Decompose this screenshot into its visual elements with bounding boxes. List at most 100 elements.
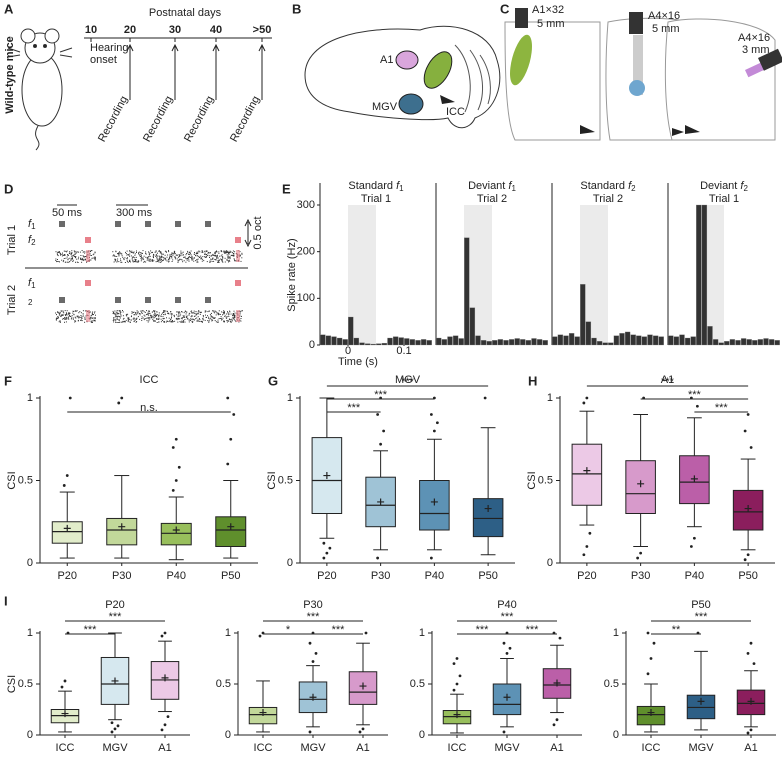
raster-dot: [234, 251, 236, 253]
raster-dot: [132, 318, 134, 320]
raster-dot: [65, 321, 67, 323]
raster-dot: [135, 256, 137, 258]
raster-dot: [125, 319, 127, 321]
bar: [712, 339, 719, 346]
bar: [497, 339, 504, 346]
raster-dot: [82, 310, 84, 312]
raster-dot: [144, 311, 146, 313]
y-tick-label: 1: [419, 627, 425, 639]
chart-title: MGV: [395, 374, 421, 386]
raster-dot: [143, 314, 145, 316]
outlier: [110, 730, 114, 734]
raster-dot: [231, 319, 233, 321]
bar: [735, 340, 741, 346]
region-label: A1: [380, 54, 393, 66]
raster-dot: [154, 251, 156, 253]
raster-dot: [73, 313, 75, 315]
raster-dot: [185, 258, 187, 260]
subscript: 1: [31, 281, 36, 290]
raster-dot: [230, 319, 231, 321]
raster-dot: [189, 320, 191, 321]
raster-dot: [92, 254, 94, 256]
raster-dot: [224, 253, 226, 254]
raster-dot: [232, 314, 234, 316]
raster-dot: [114, 255, 116, 257]
raster-dot: [145, 261, 147, 263]
raster-dot: [224, 320, 225, 322]
raster-dot: [224, 315, 226, 317]
raster-dot: [200, 257, 202, 259]
raster-dot: [135, 318, 137, 320]
raster-dot: [66, 251, 67, 253]
raster-dot: [191, 318, 193, 320]
raster-dot: [161, 256, 163, 258]
raster-dot: [136, 261, 138, 263]
mean: [637, 480, 645, 488]
raster-dot: [57, 259, 58, 260]
mean: [161, 674, 169, 682]
raster-dot: [164, 250, 166, 252]
raster-dot: [143, 260, 145, 262]
bar: [596, 341, 603, 346]
raster-dot: [229, 319, 231, 321]
raster-dot: [148, 311, 150, 312]
raster-dot: [141, 319, 143, 321]
raster-dot: [229, 250, 231, 252]
raster-dot: [81, 259, 83, 261]
bar: [331, 336, 337, 346]
raster-dot: [204, 310, 206, 312]
bar: [436, 337, 442, 346]
x-tick-label: P20: [577, 570, 597, 582]
raster-dot: [125, 251, 126, 253]
raster-dot: [92, 311, 94, 313]
raster-dot: [184, 315, 186, 317]
raster-dot: [62, 252, 63, 254]
outlier: [376, 413, 380, 416]
raster-dot: [227, 253, 229, 255]
raster-dot: [94, 251, 96, 253]
outlier: [308, 730, 312, 734]
raster-dot: [184, 256, 186, 258]
outlier: [588, 531, 592, 535]
panel-letter: G: [268, 373, 278, 388]
raster-dot: [177, 321, 179, 323]
raster-response: [86, 310, 90, 322]
y-tick-label: 0: [27, 557, 33, 569]
raster-dot: [68, 315, 70, 317]
raster-dot: [94, 318, 96, 320]
outlier: [379, 442, 383, 446]
outlier: [174, 437, 178, 441]
raster-dot: [214, 253, 216, 255]
raster-dot: [197, 258, 199, 260]
raster-dot: [233, 316, 235, 318]
raster-dot: [118, 255, 120, 257]
raster-dot: [123, 317, 125, 319]
raster-dot: [193, 319, 195, 321]
raster-dot: [168, 313, 169, 315]
raster-dot: [114, 314, 116, 316]
probe-depth: 3 mm: [742, 44, 770, 56]
raster-dot: [177, 256, 179, 258]
raster-dot: [229, 251, 230, 253]
raster-dot: [219, 313, 221, 315]
raster-dot: [56, 261, 58, 263]
raster-dot: [233, 254, 235, 256]
stimulus: [59, 221, 65, 227]
raster-dot: [213, 311, 215, 313]
raster-dot: [126, 315, 128, 317]
octave-label: 0.5 oct: [252, 216, 264, 249]
raster-dot: [188, 259, 190, 261]
outlier: [171, 489, 175, 492]
raster-dot: [182, 251, 184, 253]
raster-dot: [86, 261, 88, 263]
bar: [520, 339, 526, 346]
raster-dot: [163, 320, 165, 322]
box: [215, 516, 247, 547]
raster-dot: [172, 321, 174, 323]
bar: [452, 335, 459, 346]
bar: [619, 333, 625, 346]
raster-dot: [137, 311, 139, 313]
raster-dot: [163, 311, 165, 313]
raster-dot: [218, 313, 219, 315]
chart-title: P40: [497, 599, 517, 611]
